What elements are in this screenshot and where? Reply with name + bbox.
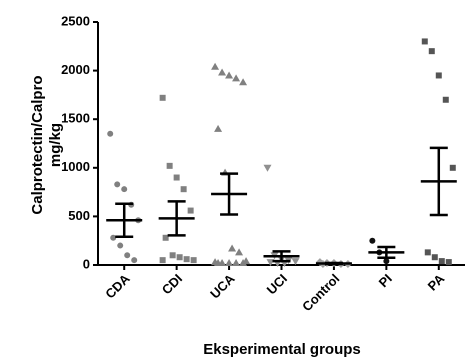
- y-tick-label: 1000: [61, 159, 90, 174]
- data-point: [159, 94, 166, 101]
- data-point: [214, 259, 223, 267]
- data-point: [180, 186, 187, 193]
- error-bar: [220, 172, 239, 216]
- x-tick-label: Control: [299, 271, 342, 314]
- data-point: [190, 257, 197, 264]
- data-point: [169, 252, 176, 259]
- error-bar: [324, 261, 343, 266]
- data-point: [424, 249, 431, 256]
- data-point: [211, 62, 220, 70]
- data-point: [445, 259, 452, 266]
- data-point: [291, 258, 300, 266]
- y-axis-title: Calprotectin/Calpro: [29, 75, 46, 214]
- error-bar: [272, 250, 291, 263]
- data-point: [214, 124, 223, 132]
- data-point: [228, 244, 237, 252]
- data-point: [263, 164, 272, 172]
- data-point: [421, 38, 428, 45]
- x-tick-label: PI: [376, 271, 395, 290]
- data-point: [110, 234, 117, 241]
- y-tick-label: 500: [68, 208, 90, 223]
- data-point: [428, 48, 435, 55]
- data-point: [173, 174, 180, 181]
- data-point: [117, 242, 124, 249]
- data-point: [442, 96, 449, 103]
- error-bar: [377, 245, 396, 259]
- data-point: [232, 259, 241, 267]
- data-point: [124, 252, 131, 259]
- y-tick-label: 2000: [61, 62, 90, 77]
- data-point: [383, 258, 390, 265]
- error-bar: [167, 200, 186, 237]
- data-point: [235, 248, 244, 256]
- data-point: [187, 207, 194, 214]
- y-tick-label: 2500: [61, 13, 90, 28]
- y-tick-label: 1500: [61, 111, 90, 126]
- data-point: [431, 254, 438, 261]
- data-point: [449, 164, 456, 171]
- data-point: [239, 78, 248, 86]
- data-point: [218, 68, 227, 76]
- data-point: [114, 181, 121, 188]
- data-point: [225, 71, 234, 79]
- error-bar: [115, 202, 134, 239]
- data-point: [176, 254, 183, 261]
- y-axis-title: mg/kg: [47, 123, 64, 167]
- data-point: [225, 259, 234, 267]
- data-point: [162, 234, 169, 241]
- data-point: [239, 259, 248, 267]
- data-point: [159, 257, 166, 264]
- x-tick-label: CDI: [159, 271, 185, 297]
- x-tick-label: PA: [425, 271, 448, 294]
- data-point: [232, 74, 241, 82]
- data-point: [131, 257, 138, 264]
- data-point: [438, 258, 445, 265]
- data-point: [183, 256, 190, 263]
- error-bar: [429, 146, 448, 217]
- data-point: [166, 162, 173, 169]
- data-point: [435, 72, 442, 79]
- data-point: [121, 186, 128, 193]
- x-tick-label: UCA: [207, 271, 238, 302]
- x-tick-label: UCI: [264, 271, 290, 297]
- x-tick-label: CDA: [102, 271, 133, 302]
- data-point: [369, 237, 376, 244]
- x-axis-title: Eksperimental groups: [203, 341, 361, 358]
- y-tick-label: 0: [83, 256, 90, 271]
- data-point: [107, 130, 114, 137]
